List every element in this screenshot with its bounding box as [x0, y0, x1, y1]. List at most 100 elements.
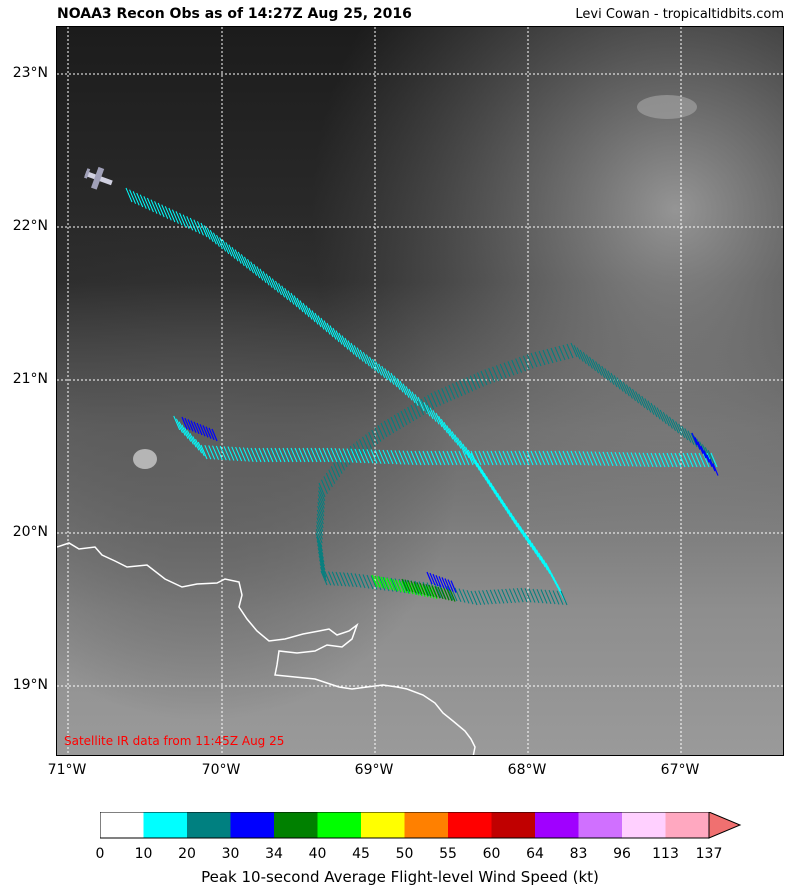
wind-barb — [519, 356, 526, 372]
wind-barb — [536, 549, 544, 564]
wind-barb — [582, 451, 590, 466]
wind-barb — [462, 378, 470, 394]
wind-barb — [341, 335, 349, 350]
wind-barb-strong — [691, 432, 698, 446]
wind-barb — [441, 388, 449, 403]
wind-barb — [540, 589, 548, 604]
wind-barb — [414, 450, 422, 466]
wind-barb — [466, 590, 474, 605]
wind-barb — [481, 469, 489, 484]
aircraft-icon — [84, 166, 113, 190]
wind-barb — [478, 450, 486, 466]
wind-barb — [514, 450, 522, 466]
wind-barb — [186, 430, 194, 445]
wind-barb — [694, 452, 702, 468]
wind-barb — [293, 295, 301, 310]
wind-barb — [512, 516, 520, 531]
wind-barb — [632, 388, 639, 404]
wind-barb — [358, 573, 366, 589]
wind-barb — [417, 396, 425, 412]
wind-barb-strong — [441, 577, 448, 590]
wind-barb — [662, 452, 670, 468]
wind-barb — [387, 418, 395, 434]
wind-barb — [200, 444, 208, 460]
wind-barb — [494, 489, 502, 504]
wind-barb-strong — [187, 419, 194, 432]
wind-barb — [296, 297, 304, 313]
colorbar-cell — [143, 812, 188, 838]
wind-barb — [654, 452, 662, 468]
wind-barb — [630, 452, 638, 467]
wind-barb — [446, 450, 454, 466]
wind-barb — [449, 428, 456, 443]
wind-barb — [494, 450, 502, 466]
wind-barb-strong — [401, 578, 408, 592]
wind-barb — [366, 449, 374, 464]
wind-barb — [193, 219, 201, 234]
wind-barb — [508, 509, 516, 524]
wind-barb — [653, 405, 661, 420]
lon-label-67: 67°W — [660, 762, 700, 778]
wind-barb — [458, 588, 466, 603]
wind-barb — [320, 570, 328, 586]
wind-barb — [378, 449, 386, 464]
wind-barb — [308, 307, 316, 323]
wind-barb-strong — [422, 583, 429, 596]
wind-barb — [484, 369, 492, 384]
wind-barb — [590, 451, 598, 466]
wind-barb — [324, 571, 332, 586]
wind-barb — [592, 358, 599, 374]
lon-label-69: 69°W — [354, 762, 394, 778]
wind-barb — [247, 259, 255, 274]
wind-barb — [182, 214, 190, 229]
wind-barb — [610, 451, 618, 467]
map-panel[interactable]: Satellite IR data from 11:45Z Aug 25 — [56, 26, 784, 756]
wind-barb-strong — [428, 584, 435, 598]
wind-barb — [602, 451, 610, 466]
wind-barb — [448, 384, 456, 400]
wind-barb — [365, 434, 373, 449]
wind-barb — [486, 450, 494, 466]
wind-barb — [510, 512, 518, 528]
wind-barb-strong — [374, 575, 381, 588]
wind-barb — [223, 446, 231, 461]
wind-barb — [462, 589, 470, 604]
wind-barb — [626, 452, 634, 467]
wind-barb-strong — [694, 437, 701, 450]
wind-barb — [634, 452, 642, 467]
wind-barb — [675, 421, 683, 436]
wind-barb — [366, 574, 374, 590]
wind-barb — [427, 394, 435, 410]
wind-barb — [538, 350, 546, 366]
wind-barb-strong — [377, 575, 384, 589]
wind-barb — [499, 363, 507, 379]
wind-barb — [150, 199, 158, 214]
wind-barb-strong — [407, 581, 414, 595]
wind-barb — [451, 431, 459, 446]
wind-barb — [197, 441, 205, 457]
wind-barb — [316, 521, 324, 536]
wind-barb — [467, 449, 475, 465]
wind-barb-strong — [434, 586, 441, 599]
wind-barb — [189, 217, 197, 233]
wind-barb-strong — [444, 578, 451, 591]
wind-barb — [454, 587, 462, 602]
wind-barb — [437, 389, 445, 405]
wind-barb-strong — [703, 450, 710, 463]
wind-barb-strong — [202, 425, 209, 438]
wind-barb — [576, 347, 584, 362]
wind-barb — [382, 449, 390, 465]
wind-barb — [625, 384, 633, 399]
wind-barb — [403, 408, 411, 424]
wind-barb — [377, 425, 385, 440]
wind-barb — [290, 447, 298, 463]
wind-barb — [344, 337, 352, 353]
wind-barb — [350, 572, 358, 588]
wind-barb — [466, 377, 474, 392]
wind-barb-strong — [190, 420, 197, 433]
wind-barb — [413, 402, 421, 418]
wind-barb — [320, 479, 328, 494]
wind-barb-strong — [208, 427, 215, 441]
wind-barb — [171, 209, 179, 224]
wind-barb — [641, 395, 649, 411]
